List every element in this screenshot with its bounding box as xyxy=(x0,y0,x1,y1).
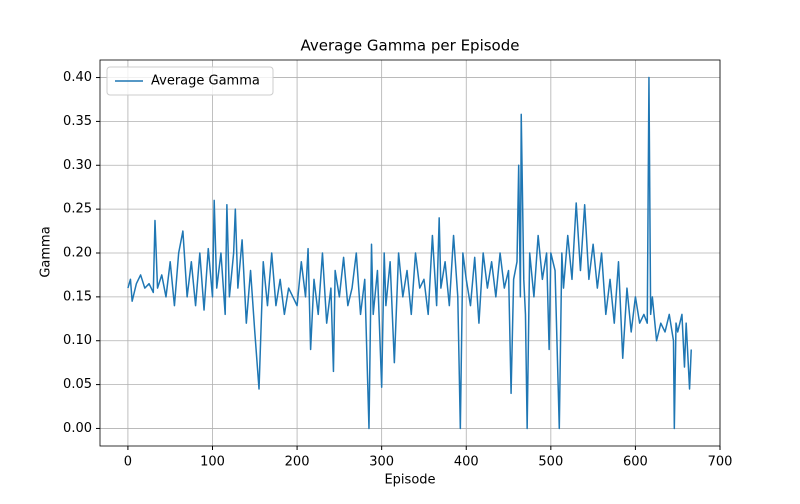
chart-title: Average Gamma per Episode xyxy=(301,37,520,55)
y-tick-label: 0.30 xyxy=(63,158,92,173)
x-tick-label: 400 xyxy=(454,455,479,470)
y-tick-label: 0.35 xyxy=(63,114,92,129)
y-tick-label: 0.05 xyxy=(63,377,92,392)
x-tick-label: 300 xyxy=(369,455,394,470)
y-tick-label: 0.25 xyxy=(63,202,92,217)
legend-box xyxy=(106,66,274,96)
y-tick-label: 0.00 xyxy=(63,421,92,436)
y-tick-label: 0.10 xyxy=(63,333,92,348)
x-tick-label: 200 xyxy=(285,455,310,470)
y-tick-label: 0.40 xyxy=(63,70,92,85)
y-axis-label: Gamma xyxy=(39,226,54,277)
x-tick-label: 600 xyxy=(623,455,648,470)
plot-frame xyxy=(99,59,721,447)
x-axis-label: Episode xyxy=(384,473,435,488)
y-tick-label: 0.20 xyxy=(63,246,92,261)
x-tick-label: 100 xyxy=(200,455,225,470)
x-tick-label: 0 xyxy=(124,455,132,470)
x-tick-label: 500 xyxy=(538,455,563,470)
data-line xyxy=(127,76,692,430)
x-tick-label: 700 xyxy=(708,455,733,470)
y-tick-label: 0.15 xyxy=(63,289,92,304)
legend: Average Gamma xyxy=(106,66,274,96)
legend-label: Average Gamma xyxy=(151,74,260,89)
